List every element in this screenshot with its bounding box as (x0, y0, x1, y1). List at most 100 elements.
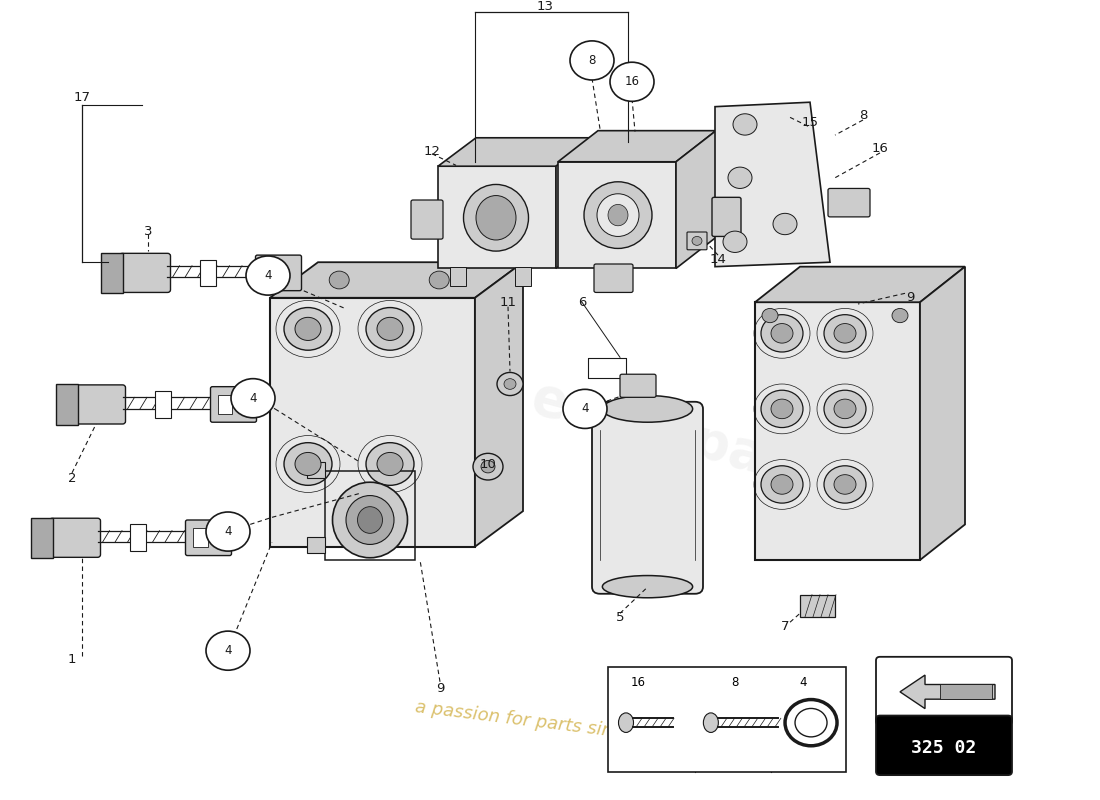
FancyBboxPatch shape (120, 254, 170, 293)
FancyBboxPatch shape (712, 198, 741, 237)
FancyBboxPatch shape (100, 253, 122, 293)
Text: 16: 16 (871, 142, 889, 155)
Circle shape (295, 318, 321, 341)
Text: 4: 4 (800, 675, 806, 689)
Polygon shape (755, 266, 965, 302)
Text: 4: 4 (224, 644, 232, 657)
FancyBboxPatch shape (55, 384, 77, 425)
Polygon shape (556, 138, 594, 269)
Circle shape (206, 631, 250, 670)
Polygon shape (676, 130, 716, 269)
FancyBboxPatch shape (588, 358, 626, 378)
Ellipse shape (332, 482, 407, 558)
Circle shape (366, 442, 414, 486)
FancyBboxPatch shape (218, 395, 232, 414)
Polygon shape (558, 130, 716, 162)
FancyBboxPatch shape (594, 264, 632, 293)
FancyBboxPatch shape (755, 302, 920, 560)
Text: 8: 8 (732, 675, 738, 689)
Text: 12: 12 (424, 145, 440, 158)
Circle shape (771, 399, 793, 418)
FancyBboxPatch shape (688, 232, 707, 250)
FancyBboxPatch shape (192, 528, 208, 547)
FancyBboxPatch shape (608, 666, 846, 771)
Circle shape (761, 390, 803, 427)
Ellipse shape (463, 185, 528, 251)
Circle shape (231, 378, 275, 418)
Text: 9: 9 (436, 682, 444, 694)
Ellipse shape (703, 713, 718, 733)
Text: 15: 15 (802, 116, 818, 129)
FancyBboxPatch shape (876, 657, 1012, 725)
Text: 11: 11 (499, 296, 517, 309)
Text: 4: 4 (250, 392, 256, 405)
FancyBboxPatch shape (515, 266, 531, 286)
Circle shape (481, 461, 495, 473)
Circle shape (761, 466, 803, 503)
FancyBboxPatch shape (940, 685, 992, 699)
FancyBboxPatch shape (592, 402, 703, 594)
Ellipse shape (618, 713, 634, 733)
FancyBboxPatch shape (438, 166, 556, 269)
Text: 8: 8 (588, 54, 596, 67)
FancyBboxPatch shape (558, 162, 676, 269)
Text: 10: 10 (480, 458, 496, 470)
Ellipse shape (603, 395, 693, 422)
Ellipse shape (476, 195, 516, 240)
Polygon shape (475, 262, 522, 546)
Circle shape (366, 307, 414, 350)
Circle shape (246, 256, 290, 295)
Text: a passion for parts since 1985: a passion for parts since 1985 (414, 698, 686, 750)
Text: 3: 3 (144, 225, 152, 238)
FancyBboxPatch shape (210, 386, 256, 422)
Text: 8: 8 (859, 109, 867, 122)
Circle shape (762, 309, 778, 322)
Circle shape (377, 453, 403, 475)
Polygon shape (715, 102, 830, 266)
FancyBboxPatch shape (263, 263, 277, 282)
Text: 1: 1 (68, 653, 76, 666)
Circle shape (610, 62, 654, 102)
Circle shape (497, 373, 522, 395)
Circle shape (795, 709, 827, 737)
FancyBboxPatch shape (620, 374, 656, 398)
Circle shape (824, 314, 866, 352)
FancyBboxPatch shape (200, 259, 216, 286)
Text: 7: 7 (781, 620, 790, 633)
Circle shape (728, 167, 752, 189)
Text: 13: 13 (537, 0, 553, 13)
FancyBboxPatch shape (155, 391, 170, 418)
FancyBboxPatch shape (450, 266, 466, 286)
FancyBboxPatch shape (130, 525, 146, 551)
Circle shape (570, 41, 614, 80)
Polygon shape (270, 262, 522, 298)
Text: 5: 5 (616, 611, 625, 624)
Text: 17: 17 (74, 91, 90, 104)
FancyBboxPatch shape (75, 385, 125, 424)
Circle shape (504, 378, 516, 390)
FancyBboxPatch shape (828, 189, 870, 217)
Text: 6: 6 (578, 296, 586, 309)
Text: 9: 9 (905, 291, 914, 304)
Circle shape (206, 512, 250, 551)
FancyBboxPatch shape (255, 255, 301, 290)
Circle shape (824, 390, 866, 427)
Text: 14: 14 (710, 253, 726, 266)
FancyBboxPatch shape (270, 298, 475, 546)
FancyBboxPatch shape (800, 594, 835, 617)
Circle shape (834, 323, 856, 343)
Text: 4: 4 (264, 269, 272, 282)
Polygon shape (900, 675, 996, 709)
FancyBboxPatch shape (186, 520, 231, 555)
FancyBboxPatch shape (307, 462, 324, 478)
Circle shape (771, 474, 793, 494)
Circle shape (771, 323, 793, 343)
Circle shape (429, 271, 449, 289)
Circle shape (824, 466, 866, 503)
Polygon shape (920, 266, 965, 560)
Circle shape (284, 442, 332, 486)
Text: 16: 16 (630, 675, 646, 689)
Circle shape (284, 307, 332, 350)
FancyBboxPatch shape (411, 200, 443, 239)
Circle shape (834, 474, 856, 494)
